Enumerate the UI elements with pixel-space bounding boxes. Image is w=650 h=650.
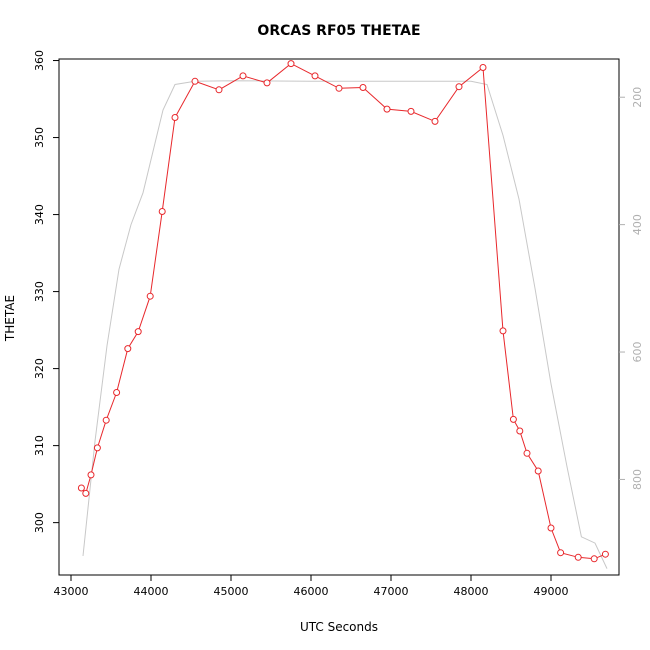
y-tick-label: 300 <box>33 512 46 533</box>
thetae-point <box>335 84 343 92</box>
thetae-point <box>191 77 199 85</box>
thetae-point <box>77 484 85 492</box>
thetae-point <box>134 328 142 336</box>
y2-tick-label: 600 <box>631 342 644 363</box>
x-tick-label: 48000 <box>454 585 489 598</box>
thetae-point <box>523 449 531 457</box>
y-tick-label: 310 <box>33 435 46 456</box>
thetae-line <box>81 63 606 560</box>
y2-axis: 200 400 600 800 <box>619 87 644 490</box>
pressure-line <box>82 80 608 569</box>
thetae-point <box>287 60 295 68</box>
y-tick-label: 330 <box>33 281 46 302</box>
x-tick-label: 49000 <box>534 585 569 598</box>
thetae-point <box>590 555 598 563</box>
thetae-point <box>516 427 524 435</box>
thetae-point <box>383 105 391 113</box>
y2-tick-label: 400 <box>631 214 644 235</box>
thetae-point <box>407 107 415 115</box>
thetae-point <box>124 345 132 353</box>
thetae-point <box>239 72 247 80</box>
x-tick-label: 47000 <box>374 585 409 598</box>
thetae-point <box>102 416 110 424</box>
plot-frame <box>58 58 620 576</box>
x-tick-label: 44000 <box>134 585 169 598</box>
thetae-point <box>509 415 517 423</box>
thetae-point <box>113 389 121 396</box>
thetae-point <box>215 86 223 94</box>
pressure-series <box>82 80 608 569</box>
thetae-point <box>534 467 542 475</box>
y-tick-label: 320 <box>33 358 46 379</box>
thetae-point <box>574 553 582 561</box>
thetae-point <box>171 114 179 121</box>
thetae-point <box>547 524 555 532</box>
thetae-point <box>601 550 609 558</box>
thetae-point <box>557 549 565 557</box>
thetae-point <box>479 64 487 71</box>
y-axis: 300 310 320 330 340 350 360 <box>33 50 59 533</box>
thetae-point <box>311 72 319 80</box>
thetae-series <box>77 60 609 563</box>
thetae-point <box>158 208 166 215</box>
thetae-point <box>359 84 367 91</box>
y2-tick-label: 800 <box>631 469 644 490</box>
y-tick-label: 350 <box>33 127 46 148</box>
thetae-point <box>499 327 507 335</box>
thetae-point <box>455 83 463 91</box>
thetae-point <box>263 79 271 87</box>
x-axis-label: UTC Seconds <box>300 620 378 634</box>
x-tick-label: 43000 <box>54 585 89 598</box>
x-tick-label: 45000 <box>214 585 249 598</box>
y2-tick-label: 200 <box>631 87 644 108</box>
thetae-point <box>431 117 439 125</box>
y-tick-label: 360 <box>33 50 46 71</box>
chart-title: ORCAS RF05 THETAE <box>257 23 420 39</box>
thetae-point <box>93 444 101 452</box>
thetae-point <box>87 471 95 479</box>
x-tick-label: 46000 <box>294 585 329 598</box>
x-axis: 43000 44000 45000 46000 47000 48000 49000 <box>54 575 569 598</box>
thetae-point <box>146 292 154 300</box>
y-axis-label: THETAE <box>3 295 17 342</box>
y-tick-label: 340 <box>33 204 46 225</box>
thetae-point <box>82 489 90 497</box>
